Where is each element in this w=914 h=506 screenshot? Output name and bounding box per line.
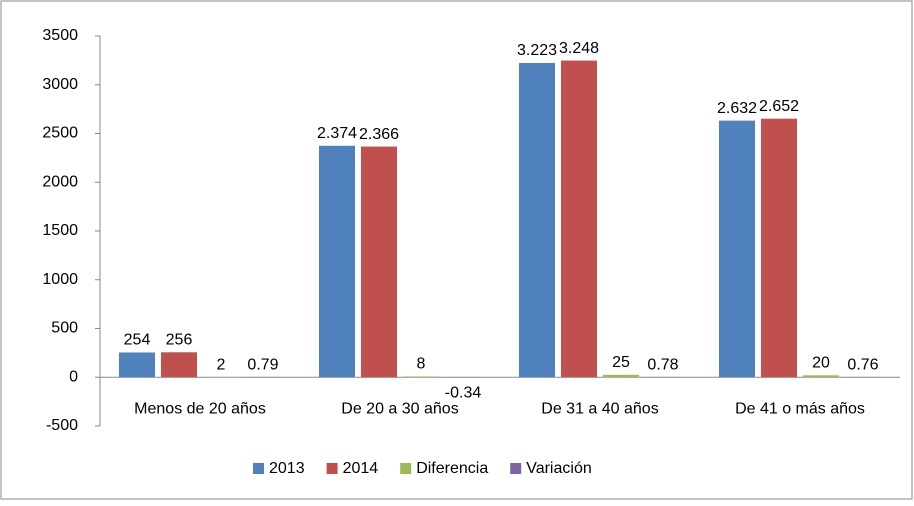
data-label: 0.79 bbox=[247, 356, 278, 373]
data-label: -0.34 bbox=[445, 384, 482, 401]
data-label: 0.78 bbox=[647, 356, 678, 373]
data-label: 2.374 bbox=[317, 125, 357, 142]
data-label: 2 bbox=[217, 356, 226, 373]
y-tick-label: 3000 bbox=[42, 76, 78, 93]
legend-swatch bbox=[253, 463, 264, 474]
data-label: 3.223 bbox=[517, 42, 557, 59]
legend-label: 2014 bbox=[343, 460, 379, 477]
data-label: 2.652 bbox=[759, 98, 799, 115]
x-tick-label: De 41 o más años bbox=[735, 400, 865, 417]
x-tick-label: De 20 a 30 años bbox=[341, 400, 458, 417]
y-tick-label: 0 bbox=[69, 368, 78, 385]
data-label: 8 bbox=[417, 356, 426, 373]
bar bbox=[719, 121, 755, 378]
data-label: 0.76 bbox=[847, 356, 878, 373]
bar bbox=[161, 352, 197, 377]
y-tick-label: 500 bbox=[51, 320, 78, 337]
legend-swatch bbox=[510, 463, 521, 474]
bar bbox=[561, 61, 597, 378]
bar bbox=[803, 375, 839, 377]
legend-swatch bbox=[400, 463, 411, 474]
data-label: 20 bbox=[812, 355, 830, 372]
legend-label: Variación bbox=[526, 460, 592, 477]
y-tick-label: 2000 bbox=[42, 173, 78, 190]
y-tick-label: 1500 bbox=[42, 222, 78, 239]
bar bbox=[603, 375, 639, 377]
data-label: 256 bbox=[166, 332, 193, 349]
data-label: 3.248 bbox=[559, 40, 599, 57]
bar bbox=[319, 146, 355, 377]
x-tick-label: Menos de 20 años bbox=[134, 400, 266, 417]
legend-label: 2013 bbox=[269, 460, 305, 477]
y-tick-label: 3500 bbox=[42, 27, 78, 44]
bar bbox=[761, 119, 797, 378]
legend-label: Diferencia bbox=[416, 460, 488, 477]
y-tick-label: -500 bbox=[46, 417, 78, 434]
bar bbox=[519, 63, 555, 377]
x-tick-label: De 31 a 40 años bbox=[541, 400, 658, 417]
bar bbox=[119, 352, 155, 377]
y-tick-label: 2500 bbox=[42, 125, 78, 142]
data-label: 2.366 bbox=[359, 126, 399, 143]
data-label: 25 bbox=[612, 354, 630, 371]
bar bbox=[361, 147, 397, 378]
data-label: 254 bbox=[124, 332, 151, 349]
data-label: 2.632 bbox=[717, 100, 757, 117]
y-tick-label: 1000 bbox=[42, 271, 78, 288]
legend-swatch bbox=[327, 463, 338, 474]
bar bbox=[403, 376, 439, 377]
